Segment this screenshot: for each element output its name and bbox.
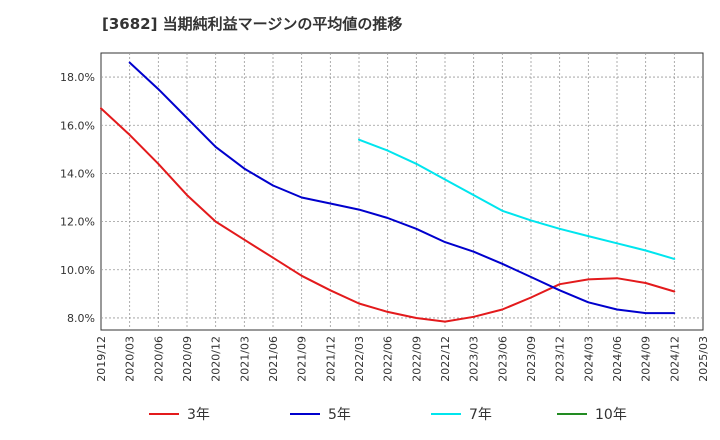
x-tick-label: 2023/03 (468, 336, 481, 382)
x-tick-label: 2024/09 (640, 336, 653, 382)
legend-label-2: 7年 (469, 407, 492, 423)
x-tick-label: 2021/06 (267, 336, 280, 382)
series-line-1 (128, 61, 676, 315)
x-tick-label: 2022/03 (353, 336, 366, 382)
grid-lines (101, 53, 703, 330)
x-tick-label: 2022/09 (410, 336, 423, 382)
series-line-0 (100, 107, 676, 323)
y-tick-label: 10.0% (60, 264, 95, 277)
x-tick-label: 2021/12 (324, 336, 337, 382)
x-tick-label: 2024/12 (668, 336, 681, 382)
x-tick-label: 2020/09 (181, 336, 194, 382)
axis-tick-labels: 8.0% 10.0% 12.0% 14.0% 16.0% 18.0% 2019/12 2020… (60, 71, 710, 382)
series-lines (100, 61, 676, 323)
x-tick-label: 2023/06 (496, 336, 509, 382)
legend-label-0: 3年 (187, 407, 210, 423)
x-tick-label: 2023/12 (554, 336, 567, 382)
y-tick-label: 8.0% (67, 312, 95, 325)
x-tick-label: 2024/06 (611, 336, 624, 382)
x-tick-label: 2023/09 (525, 336, 538, 382)
legend: 3年 5年 7年 10年 (149, 407, 627, 423)
y-tick-label: 12.0% (60, 216, 95, 229)
legend-label-1: 5年 (328, 407, 351, 423)
x-tick-label: 2021/09 (296, 336, 309, 382)
x-tick-label: 2021/03 (238, 336, 251, 382)
x-tick-label: 2019/12 (95, 336, 108, 382)
x-tick-label: 2020/06 (152, 336, 165, 382)
x-tick-label: 2025/03 (697, 336, 710, 382)
x-tick-label: 2024/03 (582, 336, 595, 382)
chart-title: [3682] 当期純利益マージンの平均値の推移 (102, 15, 403, 33)
x-tick-label: 2020/12 (210, 336, 223, 382)
plot-area (100, 52, 704, 331)
legend-label-3: 10年 (595, 407, 627, 423)
x-tick-label: 2022/06 (382, 336, 395, 382)
y-tick-label: 16.0% (60, 119, 95, 132)
y-tick-label: 14.0% (60, 167, 95, 180)
x-tick-label: 2020/03 (124, 336, 137, 382)
x-tick-label: 2022/12 (439, 336, 452, 382)
y-tick-label: 18.0% (60, 71, 95, 84)
series-line-2 (358, 138, 676, 260)
